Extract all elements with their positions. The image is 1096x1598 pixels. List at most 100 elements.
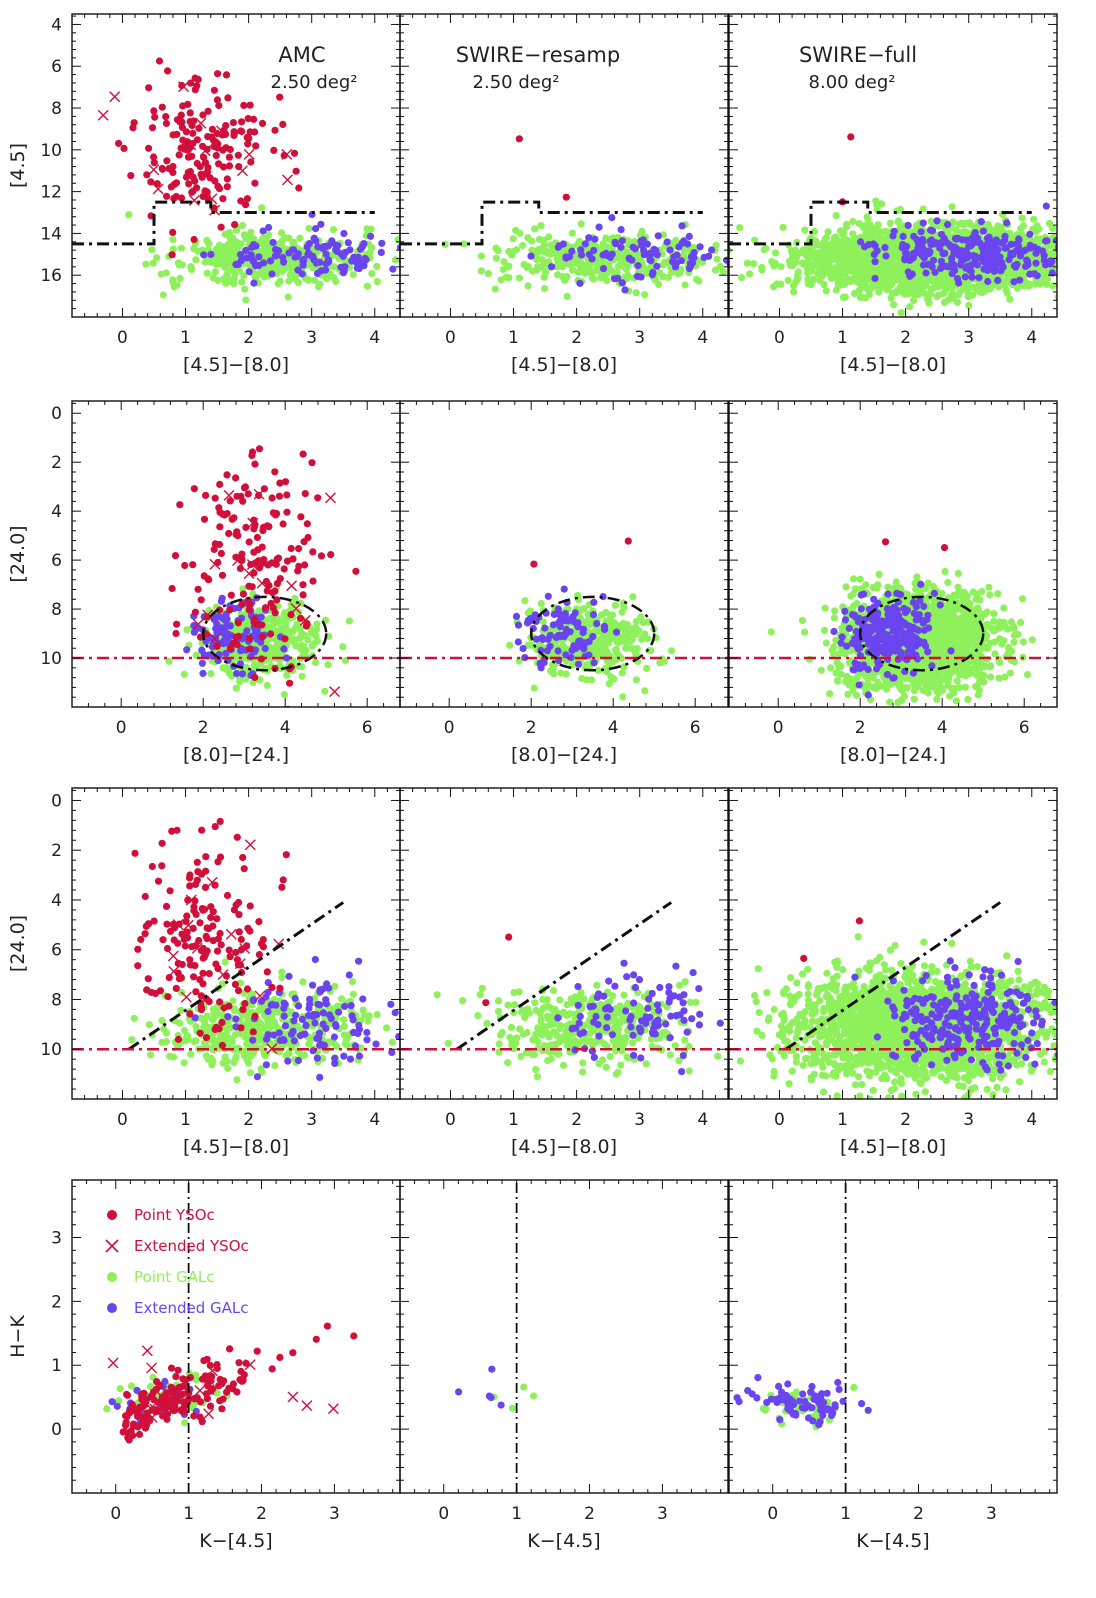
point-galc-marker: [554, 271, 562, 279]
point-ysoc-marker: [230, 131, 238, 139]
data-points: [400, 135, 728, 300]
point-ysoc-marker: [210, 142, 218, 150]
point-ysoc-marker: [225, 162, 234, 170]
point-galc-marker: [1083, 249, 1090, 256]
point-ysoc-marker: [150, 153, 158, 161]
point-galc-marker: [794, 268, 802, 276]
point-ysoc-marker: [181, 145, 189, 153]
extended-galc-marker: [300, 255, 308, 264]
point-ysoc-marker: [264, 561, 272, 569]
panel-r0-c2: 0 1 2 3 4 [4.5]−[8.0] SWIRE−full 8.00 deg²: [728, 13, 1090, 376]
point-galc-marker: [1072, 250, 1079, 257]
point-ysoc-marker: [151, 113, 159, 121]
point-ysoc-marker: [309, 548, 317, 556]
extended-galc-marker: [666, 246, 674, 254]
extended-galc-marker: [1003, 219, 1011, 227]
extended-galc-marker: [265, 223, 273, 232]
point-galc-marker: [316, 280, 324, 288]
point-galc-marker: [693, 275, 701, 283]
point-galc-marker: [203, 236, 211, 244]
point-ysoc-marker: [269, 509, 277, 517]
extended-galc-marker: [629, 243, 637, 251]
point-galc-marker: [969, 291, 977, 299]
point-ysoc-marker: [216, 480, 224, 488]
point-galc-marker: [1075, 258, 1082, 265]
extended-ysoc-marker: [97, 109, 109, 121]
point-galc-marker: [524, 262, 532, 270]
point-ysoc-marker: [162, 119, 170, 127]
point-galc-marker: [824, 228, 832, 236]
point-ysoc-marker: [201, 159, 210, 167]
point-ysoc-marker: [275, 492, 284, 500]
point-ysoc-marker: [232, 633, 240, 641]
point-galc-marker: [1076, 247, 1083, 254]
point-galc-marker: [238, 278, 246, 286]
point-galc-marker: [873, 283, 881, 291]
y-tick-label: 14: [40, 224, 62, 244]
extended-galc-marker: [221, 631, 229, 639]
point-galc-marker: [545, 233, 553, 241]
point-ysoc-marker: [314, 494, 322, 502]
panel-r1-c1: 0 2 4 6[8.0]−[24.]: [399, 400, 729, 766]
point-galc-marker: [966, 220, 974, 228]
point-ysoc-marker: [283, 491, 291, 499]
extended-galc-marker: [242, 246, 250, 255]
point-galc-marker: [539, 263, 547, 271]
extended-galc-marker: [328, 239, 336, 247]
extended-galc-marker: [922, 269, 930, 277]
point-galc-marker: [367, 225, 375, 233]
point-ysoc-marker: [292, 167, 300, 175]
point-galc-marker: [1082, 262, 1089, 269]
point-galc-marker: [477, 267, 485, 275]
point-galc-marker: [890, 301, 898, 309]
point-galc-marker: [519, 241, 527, 250]
point-galc-marker: [965, 301, 973, 309]
point-ysoc-marker: [158, 164, 166, 173]
extended-galc-marker: [700, 253, 708, 261]
extended-galc-marker: [362, 256, 370, 264]
point-ysoc-marker: [237, 197, 245, 205]
galaxy-ellipse-cut: [201, 595, 328, 672]
point-galc-marker: [531, 225, 539, 233]
point-galc-marker: [901, 290, 909, 298]
point-galc-marker: [575, 268, 583, 276]
point-galc-marker: [254, 661, 262, 670]
point-ysoc-marker: [190, 235, 198, 244]
extended-galc-marker: [222, 649, 230, 657]
point-galc-marker: [192, 256, 200, 264]
point-galc-marker: [837, 268, 845, 276]
point-ysoc-marker: [163, 192, 171, 200]
extended-galc-marker: [899, 240, 907, 249]
x-tick-label: 2: [571, 328, 582, 348]
extended-galc-marker: [989, 240, 998, 248]
extended-galc-marker: [980, 258, 988, 266]
point-ysoc-marker: [205, 576, 213, 584]
point-ysoc-marker: [231, 221, 239, 229]
point-ysoc-marker: [163, 157, 171, 165]
point-galc-marker: [1035, 266, 1044, 274]
point-galc-marker: [947, 291, 955, 299]
point-galc-marker: [572, 258, 581, 266]
point-galc-marker: [866, 225, 875, 233]
panel-r0-c1: 0 1 2 3 4 [4.5]−[8.0] SWIRE−resamp 2.50 deg²: [399, 13, 729, 376]
extended-galc-marker: [673, 251, 681, 259]
point-galc-marker: [789, 282, 798, 290]
point-galc-marker: [1073, 258, 1080, 265]
extended-galc-marker: [937, 264, 945, 272]
point-ysoc-marker: [226, 145, 234, 154]
extended-galc-marker: [871, 274, 879, 282]
extended-galc-marker: [979, 227, 988, 235]
point-galc-marker: [298, 672, 306, 680]
extended-galc-marker: [983, 234, 992, 242]
point-galc-marker: [278, 237, 286, 245]
point-ysoc-marker: [184, 153, 193, 161]
point-galc-marker: [896, 224, 904, 232]
point-galc-marker: [313, 625, 321, 633]
point-ysoc-marker: [204, 107, 212, 115]
point-galc-marker: [736, 224, 744, 232]
point-galc-marker: [1032, 228, 1040, 236]
point-ysoc-marker: [233, 641, 241, 649]
y-tick-label: 4: [51, 502, 62, 522]
extended-galc-marker: [396, 243, 400, 251]
x-tick-label: 0: [774, 328, 785, 348]
